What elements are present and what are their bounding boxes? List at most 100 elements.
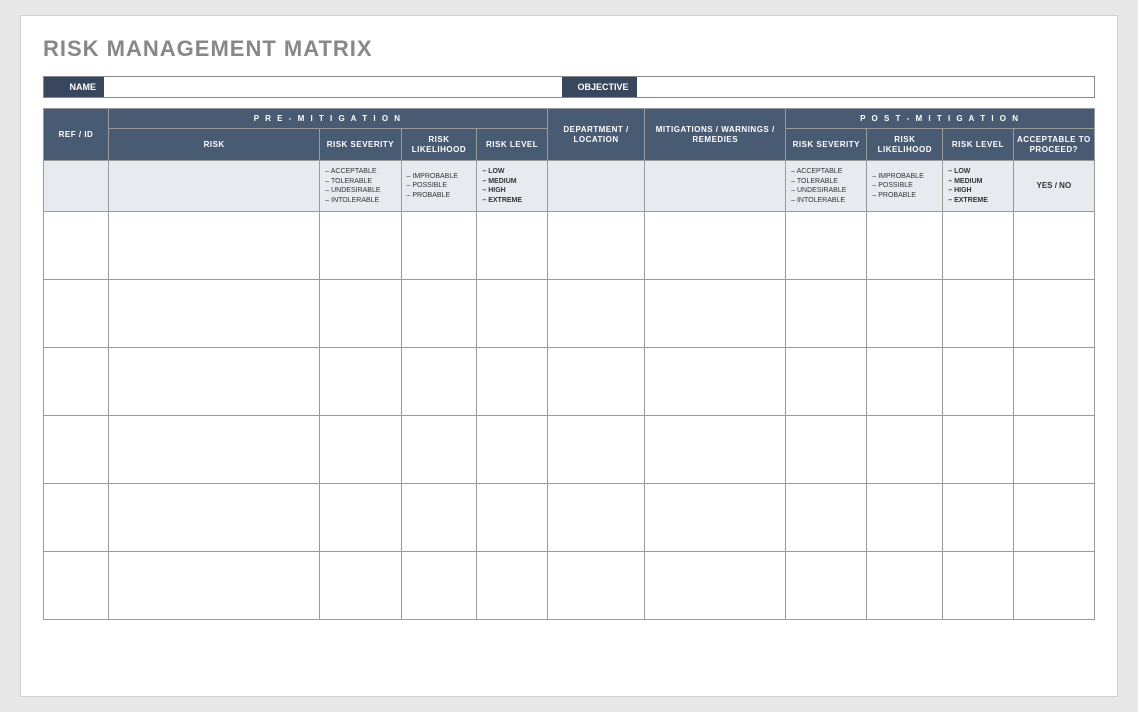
table-cell[interactable] (44, 279, 109, 347)
table-cell[interactable] (867, 415, 943, 483)
th-level2: RISK LEVEL (943, 129, 1013, 161)
table-cell[interactable] (645, 551, 786, 619)
th-ref: REF / ID (44, 109, 109, 161)
table-cell[interactable] (109, 415, 320, 483)
table-cell[interactable] (547, 551, 645, 619)
hint-row: – ACCEPTABLE– TOLERABLE– UNDESIRABLE– IN… (44, 161, 1095, 212)
hint-ref (44, 161, 109, 212)
table-cell[interactable] (401, 347, 477, 415)
table-cell[interactable] (401, 211, 477, 279)
table-cell[interactable] (477, 483, 547, 551)
table-body: – ACCEPTABLE– TOLERABLE– UNDESIRABLE– IN… (44, 161, 1095, 620)
table-cell[interactable] (547, 279, 645, 347)
table-cell[interactable] (44, 415, 109, 483)
table-cell[interactable] (320, 551, 401, 619)
table-cell[interactable] (401, 483, 477, 551)
table-cell[interactable] (109, 347, 320, 415)
hint-risk (109, 161, 320, 212)
table-cell[interactable] (786, 415, 867, 483)
table-cell[interactable] (645, 347, 786, 415)
th-acceptable: ACCEPTABLE TO PROCEED? (1013, 129, 1094, 161)
table-cell[interactable] (943, 483, 1013, 551)
table-cell[interactable] (867, 551, 943, 619)
table-cell[interactable] (401, 279, 477, 347)
name-label: NAME (44, 77, 104, 97)
hint-severity2: – ACCEPTABLE– TOLERABLE– UNDESIRABLE– IN… (786, 161, 867, 212)
table-row (44, 551, 1095, 619)
table-cell[interactable] (477, 279, 547, 347)
page-title: RISK MANAGEMENT MATRIX (43, 36, 1095, 62)
objective-input[interactable] (637, 77, 1095, 97)
table-cell[interactable] (477, 211, 547, 279)
hint-department (547, 161, 645, 212)
table-cell[interactable] (320, 211, 401, 279)
th-post-mitigation: P O S T - M I T I G A T I O N (786, 109, 1095, 129)
hint-mitigations (645, 161, 786, 212)
table-cell[interactable] (109, 279, 320, 347)
hint-likelihood2: – IMPROBABLE– POSSIBLE– PROBABLE (867, 161, 943, 212)
table-cell[interactable] (477, 415, 547, 483)
table-cell[interactable] (1013, 211, 1094, 279)
table-cell[interactable] (786, 483, 867, 551)
table-cell[interactable] (44, 211, 109, 279)
table-cell[interactable] (943, 415, 1013, 483)
table-cell[interactable] (44, 483, 109, 551)
table-cell[interactable] (943, 211, 1013, 279)
table-cell[interactable] (320, 347, 401, 415)
table-cell[interactable] (547, 415, 645, 483)
table-cell[interactable] (645, 415, 786, 483)
table-cell[interactable] (1013, 483, 1094, 551)
th-risk: RISK (109, 129, 320, 161)
table-cell[interactable] (943, 279, 1013, 347)
table-cell[interactable] (645, 483, 786, 551)
table-cell[interactable] (44, 551, 109, 619)
table-cell[interactable] (786, 551, 867, 619)
table-cell[interactable] (44, 347, 109, 415)
table-cell[interactable] (547, 211, 645, 279)
table-cell[interactable] (943, 551, 1013, 619)
table-cell[interactable] (786, 211, 867, 279)
table-cell[interactable] (401, 415, 477, 483)
table-row (44, 347, 1095, 415)
page: RISK MANAGEMENT MATRIX NAME OBJECTIVE RE… (20, 15, 1118, 697)
table-cell[interactable] (320, 415, 401, 483)
th-mitigations: MITIGATIONS / WARNINGS / REMEDIES (645, 109, 786, 161)
th-pre-mitigation: P R E - M I T I G A T I O N (109, 109, 548, 129)
table-cell[interactable] (320, 279, 401, 347)
th-level: RISK LEVEL (477, 129, 547, 161)
hint-acceptable: YES / NO (1013, 161, 1094, 212)
table-cell[interactable] (867, 211, 943, 279)
table-cell[interactable] (109, 551, 320, 619)
table-cell[interactable] (1013, 279, 1094, 347)
table-cell[interactable] (867, 347, 943, 415)
table-row (44, 415, 1095, 483)
table-cell[interactable] (943, 347, 1013, 415)
table-cell[interactable] (477, 347, 547, 415)
table-row (44, 279, 1095, 347)
objective-label: OBJECTIVE (562, 77, 637, 97)
th-likelihood2: RISK LIKELIHOOD (867, 129, 943, 161)
table-head: REF / ID P R E - M I T I G A T I O N DEP… (44, 109, 1095, 161)
table-cell[interactable] (109, 211, 320, 279)
name-input[interactable] (104, 77, 562, 97)
table-cell[interactable] (477, 551, 547, 619)
table-cell[interactable] (1013, 551, 1094, 619)
table-cell[interactable] (786, 279, 867, 347)
table-cell[interactable] (786, 347, 867, 415)
th-severity2: RISK SEVERITY (786, 129, 867, 161)
risk-matrix-table: REF / ID P R E - M I T I G A T I O N DEP… (43, 108, 1095, 620)
table-cell[interactable] (867, 279, 943, 347)
table-cell[interactable] (1013, 347, 1094, 415)
table-row (44, 483, 1095, 551)
table-cell[interactable] (547, 347, 645, 415)
th-department: DEPARTMENT / LOCATION (547, 109, 645, 161)
table-cell[interactable] (867, 483, 943, 551)
table-cell[interactable] (547, 483, 645, 551)
table-row (44, 211, 1095, 279)
table-cell[interactable] (109, 483, 320, 551)
table-cell[interactable] (401, 551, 477, 619)
table-cell[interactable] (320, 483, 401, 551)
table-cell[interactable] (645, 211, 786, 279)
table-cell[interactable] (1013, 415, 1094, 483)
table-cell[interactable] (645, 279, 786, 347)
